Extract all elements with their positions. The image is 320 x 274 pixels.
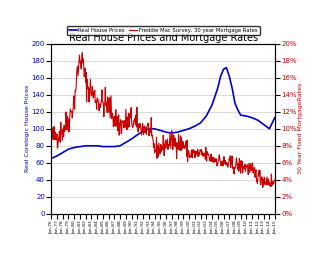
Y-axis label: 30 Year Fixed MortgageRates: 30 Year Fixed MortgageRates bbox=[299, 83, 303, 175]
Freddie Mac Survey, 30 year Mortgage Rates bbox=[100, 88, 104, 92]
Legend: Real House Prices, Freddie Mac Survey, 30 year Mortgage Rates: Real House Prices, Freddie Mac Survey, 3… bbox=[67, 26, 260, 35]
Real House Prices bbox=[95, 144, 99, 147]
Freddie Mac Survey, 30 year Mortgage Rates bbox=[72, 98, 76, 101]
Real House Prices bbox=[100, 145, 103, 148]
Real House Prices bbox=[273, 116, 277, 119]
Real House Prices bbox=[72, 146, 76, 149]
Real House Prices bbox=[143, 129, 147, 132]
Freddie Mac Survey, 30 year Mortgage Rates bbox=[261, 186, 265, 189]
Real House Prices bbox=[193, 124, 197, 128]
Freddie Mac Survey, 30 year Mortgage Rates bbox=[143, 131, 147, 134]
Real House Prices bbox=[224, 66, 228, 69]
Freddie Mac Survey, 30 year Mortgage Rates bbox=[273, 178, 277, 182]
Y-axis label: Real Corelogic House Prices: Real Corelogic House Prices bbox=[25, 85, 30, 172]
Line: Real House Prices: Real House Prices bbox=[51, 68, 275, 158]
Real House Prices bbox=[64, 149, 68, 153]
Title: Real House Prices and Mortgage Rates: Real House Prices and Mortgage Rates bbox=[68, 33, 258, 43]
Freddie Mac Survey, 30 year Mortgage Rates bbox=[194, 150, 198, 153]
Real House Prices bbox=[49, 157, 53, 160]
Freddie Mac Survey, 30 year Mortgage Rates bbox=[49, 134, 53, 137]
Freddie Mac Survey, 30 year Mortgage Rates bbox=[80, 51, 84, 54]
Freddie Mac Survey, 30 year Mortgage Rates bbox=[64, 128, 68, 131]
Line: Freddie Mac Survey, 30 year Mortgage Rates: Freddie Mac Survey, 30 year Mortgage Rat… bbox=[51, 53, 275, 187]
Freddie Mac Survey, 30 year Mortgage Rates bbox=[96, 97, 100, 100]
